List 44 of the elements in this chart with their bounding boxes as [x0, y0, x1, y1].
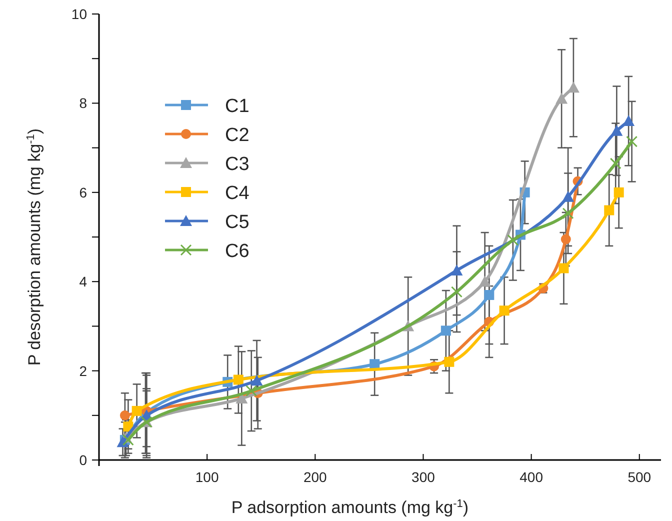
- point: [507, 234, 519, 246]
- legend-label: C6: [225, 241, 250, 262]
- point: [440, 326, 451, 336]
- x-tick-label: 300: [412, 469, 436, 485]
- x-tick-label: 400: [520, 469, 544, 485]
- point: [120, 410, 130, 420]
- point: [478, 276, 491, 287]
- point: [610, 158, 622, 170]
- legend-label: C1: [225, 96, 250, 117]
- point: [558, 263, 569, 274]
- point: [560, 234, 571, 244]
- y-tick-label: 10: [71, 6, 88, 22]
- point: [250, 374, 263, 386]
- x-axis-title: P adsorption amounts (mg kg$^{-1}$): [231, 498, 469, 517]
- y-tick-label: 6: [79, 184, 88, 200]
- x-tick-label: 500: [628, 469, 652, 485]
- legend-label: C4: [225, 183, 250, 204]
- point: [116, 436, 129, 448]
- x-tick-label: 100: [195, 469, 219, 485]
- point: [484, 290, 494, 300]
- y-tick-label: 4: [79, 274, 88, 290]
- legend-label: C2: [225, 125, 250, 146]
- point: [562, 208, 574, 220]
- point: [626, 136, 638, 148]
- point: [233, 374, 244, 385]
- legend-label: C5: [225, 212, 250, 233]
- point: [450, 264, 463, 276]
- point: [444, 356, 454, 367]
- point: [604, 205, 614, 216]
- y-tick-label: 8: [79, 95, 88, 112]
- point: [622, 115, 635, 126]
- point: [246, 385, 258, 397]
- y-tick-label: 2: [79, 362, 88, 379]
- point: [562, 190, 574, 202]
- y-tick-label: 0: [79, 452, 88, 468]
- legend-label: C3: [225, 154, 250, 175]
- point: [499, 306, 510, 316]
- point: [122, 434, 134, 446]
- point: [556, 92, 568, 104]
- x-tick-label: 200: [303, 469, 328, 485]
- point: [614, 187, 624, 198]
- point: [132, 406, 142, 416]
- point: [610, 124, 623, 136]
- point: [450, 286, 462, 298]
